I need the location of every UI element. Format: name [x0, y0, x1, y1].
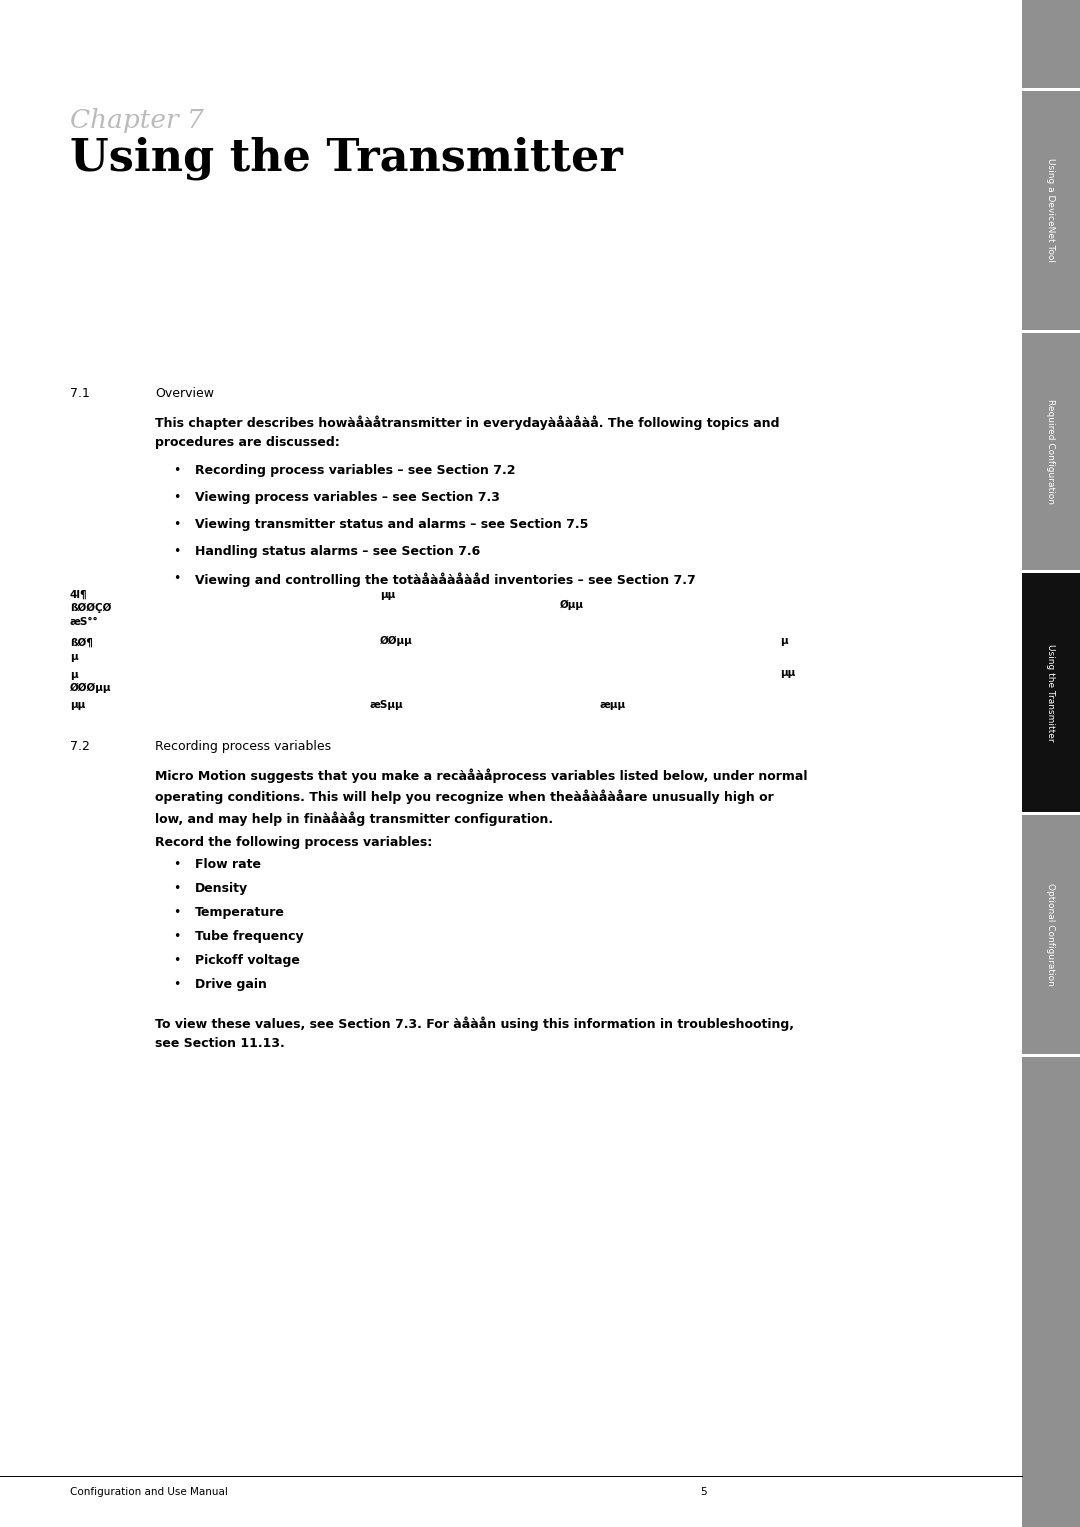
Text: •: • [173, 573, 180, 585]
Bar [1022, 815, 1080, 1054]
Text: µµ: µµ [380, 589, 395, 600]
Text: µ: µ [70, 670, 78, 680]
Text: Pickoff voltage: Pickoff voltage [195, 954, 300, 967]
Text: ßØ¶: ßØ¶ [70, 638, 93, 647]
Text: Temperature: Temperature [195, 906, 285, 919]
Text: Drive gain: Drive gain [195, 977, 267, 991]
Text: 4l¶: 4l¶ [70, 589, 87, 600]
Bar [1022, 92, 1080, 330]
Text: This chapter describes howàåàåtransmitter in everydayàåàåàå. The following topic: This chapter describes howàåàåtransmitte… [156, 415, 780, 449]
Text: Configuration and Use Manual: Configuration and Use Manual [70, 1487, 228, 1496]
Text: •: • [173, 930, 180, 944]
Text: µµ: µµ [70, 699, 85, 710]
Text: Overview: Overview [156, 386, 214, 400]
Text: Required Configuration: Required Configuration [1047, 399, 1055, 504]
Bar [1022, 333, 1080, 570]
Text: Recording process variables: Recording process variables [156, 741, 332, 753]
Text: To view these values, see Section 7.3. For àåàån using this information in troub: To view these values, see Section 7.3. F… [156, 1015, 794, 1049]
Bar [1022, 0, 1080, 89]
Text: ßØØÇØ: ßØØÇØ [70, 603, 111, 614]
Text: Tube frequency: Tube frequency [195, 930, 303, 944]
Text: Density: Density [195, 883, 248, 895]
Text: Øµµ: Øµµ [561, 600, 584, 611]
Text: Handling status alarms – see Section 7.6: Handling status alarms – see Section 7.6 [195, 545, 481, 557]
Text: Using the Transmitter: Using the Transmitter [1047, 644, 1055, 741]
Text: 7.1: 7.1 [70, 386, 90, 400]
Text: Recording process variables – see Section 7.2: Recording process variables – see Sectio… [195, 464, 515, 476]
Text: µ: µ [780, 637, 787, 646]
Text: •: • [173, 954, 180, 967]
Text: µµ: µµ [780, 667, 795, 678]
Text: •: • [173, 977, 180, 991]
Text: 7.2: 7.2 [70, 741, 90, 753]
Text: ØØØµµ: ØØØµµ [70, 683, 111, 693]
Text: •: • [173, 883, 180, 895]
Text: Record the following process variables:: Record the following process variables: [156, 835, 432, 849]
Text: µ: µ [70, 652, 78, 663]
Text: æµµ: æµµ [600, 699, 626, 710]
Text: •: • [173, 492, 180, 504]
Text: Optional Configuration: Optional Configuration [1047, 883, 1055, 986]
Text: Viewing transmitter status and alarms – see Section 7.5: Viewing transmitter status and alarms – … [195, 518, 589, 531]
Text: Viewing and controlling the totàåàåàåàåd inventories – see Section 7.7: Viewing and controlling the totàåàåàåàåd… [195, 573, 696, 586]
Text: ØØµµ: ØØµµ [380, 637, 413, 646]
Text: Flow rate: Flow rate [195, 858, 261, 870]
Bar [1022, 573, 1080, 812]
Text: Viewing process variables – see Section 7.3: Viewing process variables – see Section … [195, 492, 500, 504]
Text: Micro Motion suggests that you make a recàåàåprocess variables listed below, und: Micro Motion suggests that you make a re… [156, 768, 808, 826]
Text: •: • [173, 906, 180, 919]
Text: •: • [173, 464, 180, 476]
Text: æS°°: æS°° [70, 617, 98, 628]
Text: æSµµ: æSµµ [370, 699, 404, 710]
Text: Using a DeviceNet Tool: Using a DeviceNet Tool [1047, 159, 1055, 263]
Text: Using the Transmitter: Using the Transmitter [70, 136, 623, 180]
Text: Chapter 7: Chapter 7 [70, 108, 204, 133]
Text: •: • [173, 858, 180, 870]
Text: 5: 5 [700, 1487, 706, 1496]
Text: •: • [173, 518, 180, 531]
Bar [1022, 1057, 1080, 1527]
Text: •: • [173, 545, 180, 557]
